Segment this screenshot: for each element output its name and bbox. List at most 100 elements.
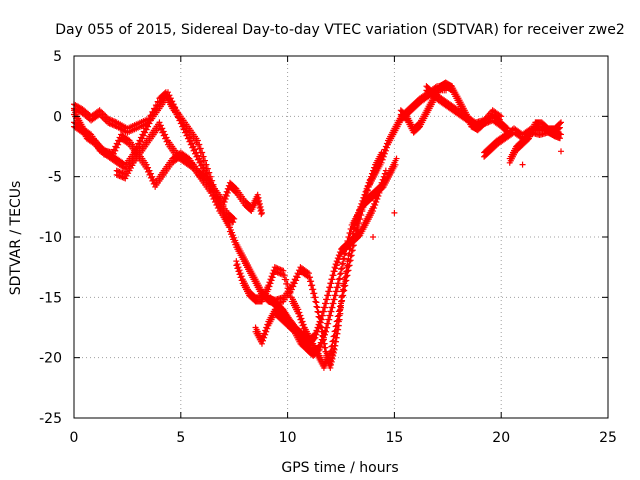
data-point: [315, 347, 322, 354]
data-point: [328, 308, 335, 315]
data-point: [321, 331, 328, 338]
data-point: [524, 136, 531, 143]
data-point: [331, 296, 338, 303]
data-point: [558, 119, 565, 126]
data-point: [504, 125, 511, 132]
data-point: [335, 312, 342, 319]
data-point: [137, 138, 144, 145]
data-point: [318, 340, 325, 347]
data-point: [328, 361, 335, 368]
data-point: [333, 322, 340, 329]
y-tick-label: 5: [53, 49, 62, 65]
data-point: [321, 304, 328, 311]
data-point: [325, 320, 332, 327]
data-point: [371, 205, 378, 212]
x-tick-label: 0: [70, 430, 79, 446]
data-point: [366, 180, 373, 187]
data-point: [356, 233, 363, 240]
data-point: [378, 183, 385, 190]
data-point: [146, 120, 153, 127]
data-point: [338, 302, 344, 309]
data-point: [332, 265, 339, 272]
data-point: [327, 284, 334, 291]
data-point: [334, 317, 341, 324]
data-point: [145, 123, 152, 130]
data-point: [556, 124, 563, 131]
data-point: [230, 219, 237, 226]
data-point: [342, 282, 349, 289]
data-point: [324, 324, 331, 331]
data-point: [291, 280, 298, 287]
x-axis-label: GPS time / hours: [281, 460, 398, 476]
data-point: [317, 319, 324, 326]
data-point: [258, 209, 265, 216]
data-point: [320, 334, 327, 341]
axis-ticks: [73, 55, 609, 419]
data-point: [335, 280, 342, 287]
data-point: [317, 343, 324, 350]
data-point: [258, 211, 265, 218]
data-point: [290, 283, 297, 290]
y-tick-label: -10: [39, 230, 62, 246]
data-point: [334, 284, 341, 291]
data-point: [312, 298, 319, 305]
data-point: [231, 215, 238, 222]
data-point: [316, 346, 323, 353]
data-point: [329, 355, 336, 362]
data-point: [224, 215, 231, 222]
data-point: [496, 116, 503, 123]
x-tick-label: 10: [279, 430, 297, 446]
data-point: [380, 177, 387, 184]
data-point: [266, 283, 273, 290]
data-point: [558, 148, 565, 155]
data-point: [113, 144, 120, 151]
x-tick-label: 15: [385, 430, 403, 446]
data-point: [329, 342, 336, 349]
data-point: [336, 275, 343, 282]
data-point: [345, 267, 352, 274]
data-point: [334, 259, 341, 266]
data-point: [376, 189, 383, 196]
data-point: [320, 308, 327, 315]
chart-title: Day 055 of 2015, Sidereal Day-to-day VTE…: [55, 22, 625, 38]
data-point: [365, 183, 372, 190]
data-point: [316, 322, 323, 329]
series-track-4: [113, 119, 231, 225]
y-tick-label: -25: [39, 411, 62, 427]
series-track-7: [252, 155, 400, 359]
data-point: [340, 260, 347, 267]
data-point: [143, 126, 150, 133]
data-point: [375, 192, 382, 199]
data-point: [326, 288, 333, 295]
data-point: [378, 149, 385, 156]
data-point: [311, 335, 318, 342]
series-track-10: [423, 83, 505, 130]
data-point: [415, 124, 422, 131]
data-point: [347, 257, 354, 264]
data-point: [371, 168, 378, 175]
y-tick-label: -20: [39, 351, 62, 367]
data-point: [381, 174, 388, 181]
data-point: [370, 234, 377, 240]
data-point: [293, 277, 300, 284]
data-point: [329, 276, 336, 283]
data-point: [268, 277, 275, 284]
data-point: [558, 131, 565, 138]
data-point: [331, 346, 338, 353]
data-point: [377, 186, 384, 193]
data-point: [140, 132, 147, 139]
data-point: [370, 208, 377, 215]
data-point: [341, 255, 348, 262]
data-point: [262, 331, 269, 338]
data-point: [330, 272, 337, 279]
data-point: [370, 171, 377, 178]
data-point: [379, 180, 386, 187]
data-point: [331, 332, 338, 339]
data-point: [364, 187, 371, 194]
data-point: [327, 312, 334, 319]
data-point: [319, 312, 326, 319]
data-point: [367, 177, 374, 184]
data-point: [372, 202, 379, 209]
data-point: [324, 296, 331, 303]
